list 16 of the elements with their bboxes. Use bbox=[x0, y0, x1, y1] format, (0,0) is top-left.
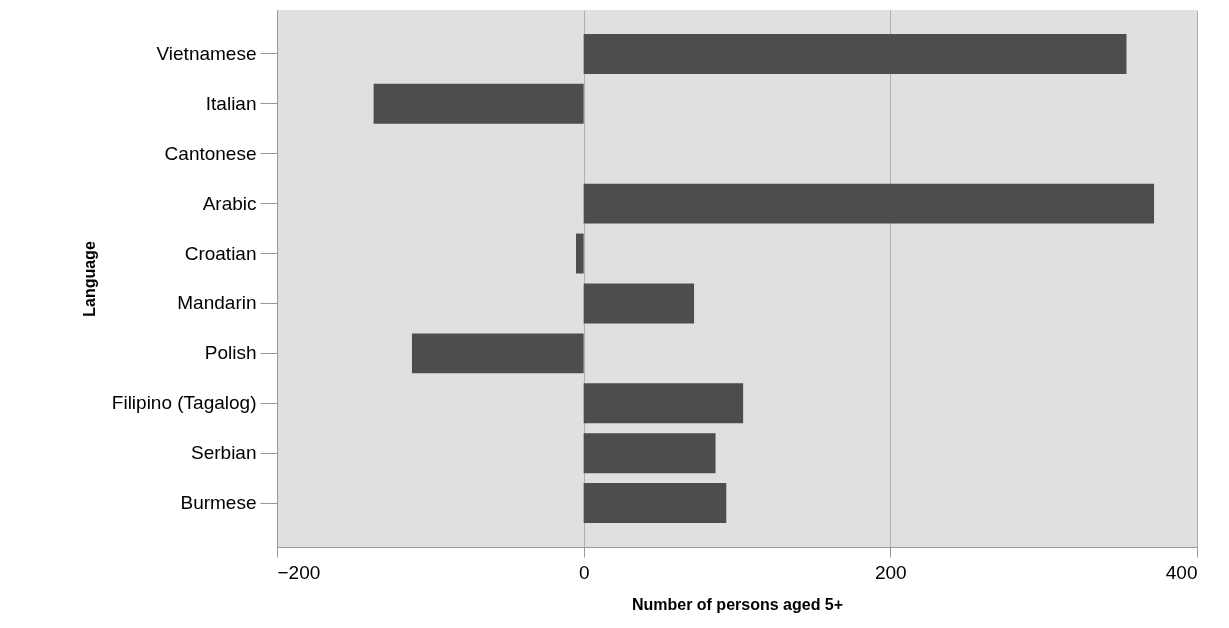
y-tick-label: Vietnamese bbox=[156, 42, 257, 64]
y-tick-label: Polish bbox=[204, 342, 257, 364]
y-tick-label: Cantonese bbox=[164, 142, 257, 164]
x-tick-label: 0 bbox=[578, 561, 590, 583]
x-tick-label: −200 bbox=[277, 561, 321, 583]
y-tick-label: Arabic bbox=[202, 192, 257, 214]
y-tick-label: Serbian bbox=[191, 442, 257, 464]
x-tick-label: 200 bbox=[874, 561, 907, 583]
y-tick-label: Croatian bbox=[184, 242, 257, 264]
y-tick-label: Burmese bbox=[180, 492, 257, 514]
y-axis-title: Language bbox=[80, 241, 98, 317]
y-tick-label: Filipino (Tagalog) bbox=[111, 392, 257, 414]
x-axis-title: Number of persons aged 5+ bbox=[631, 595, 844, 613]
y-tick-label: Italian bbox=[205, 92, 257, 114]
y-tick-label: Mandarin bbox=[177, 292, 257, 314]
x-tick-label: 400 bbox=[1165, 561, 1198, 583]
